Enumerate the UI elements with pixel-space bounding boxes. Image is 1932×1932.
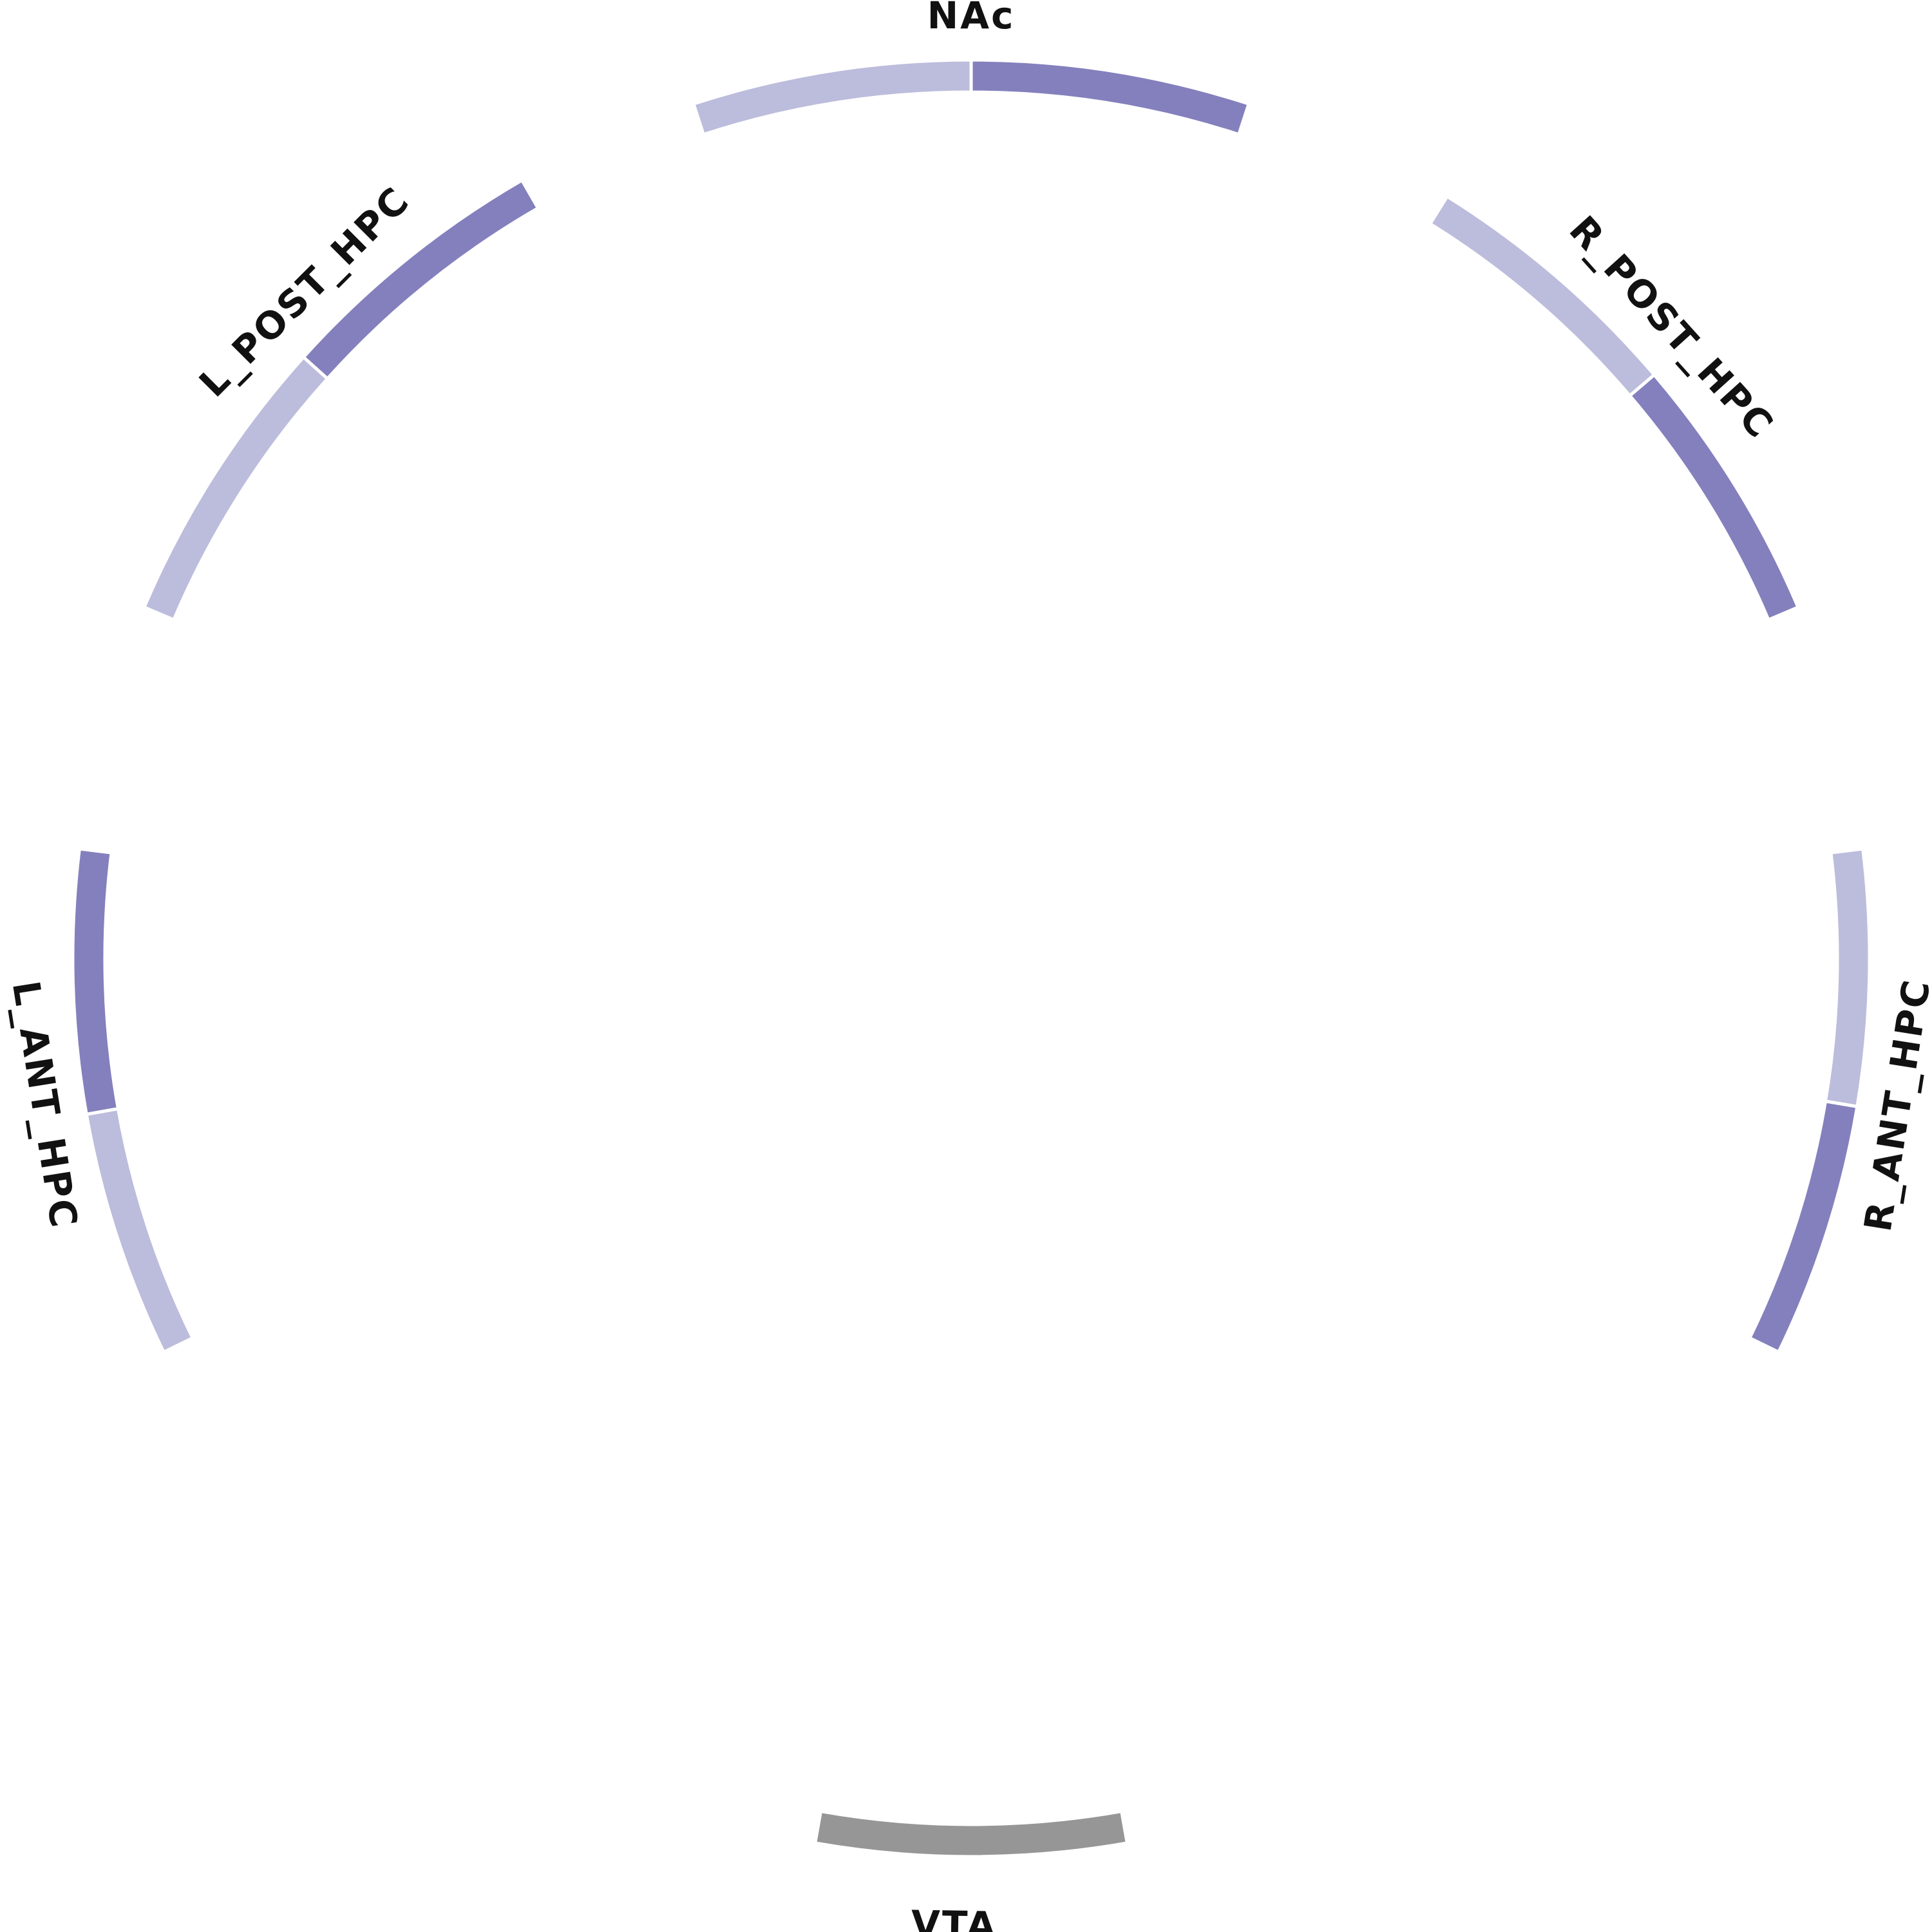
node-segment-dark — [71, 847, 120, 1117]
node-segment-light — [1823, 847, 1871, 1109]
node-ring — [71, 58, 1871, 1859]
node-labels: NAcR_POST_HPCR_ANT_HPCVTAL_ANT_HPCL_POST… — [4, 0, 1932, 1932]
node-segment-gray — [813, 1809, 1130, 1859]
node-segment-light — [142, 355, 330, 622]
node-segment-light — [84, 1106, 195, 1354]
node-r-ant-hpc — [1747, 847, 1871, 1354]
node-l-post-hpc — [142, 178, 540, 622]
node-l-ant-hpc — [71, 847, 195, 1354]
node-r-post-hpc — [1428, 194, 1801, 622]
node-label-vta: VTA — [911, 1902, 998, 1932]
node-segment-dark — [969, 58, 1251, 137]
node-segment-dark — [1747, 1099, 1859, 1354]
node-segment-dark — [1627, 372, 1801, 622]
node-label-nac: NAc — [927, 0, 1016, 37]
node-vta — [813, 1809, 1130, 1859]
node-nac — [691, 58, 1251, 137]
node-segment-light — [691, 58, 973, 137]
node-segment-dark — [301, 178, 540, 381]
